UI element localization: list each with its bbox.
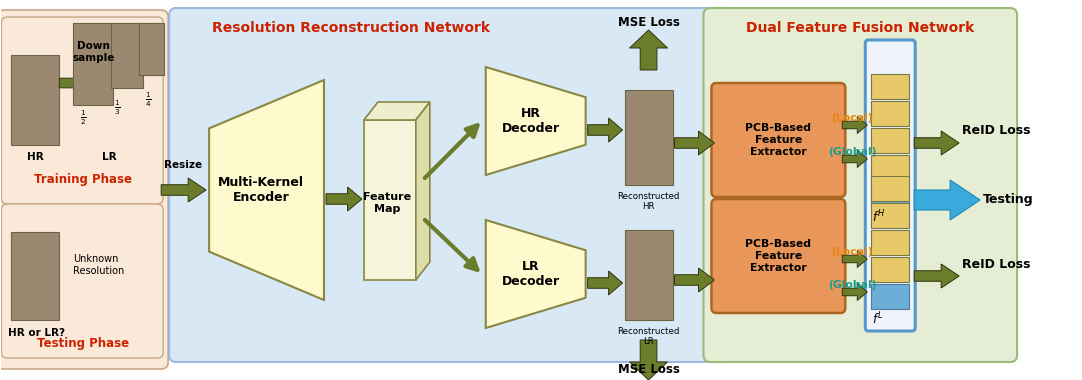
Text: ReID Loss: ReID Loss (962, 258, 1031, 271)
FancyBboxPatch shape (169, 8, 738, 362)
Text: $\mathregular{\frac{1}{4}}$: $\mathregular{\frac{1}{4}}$ (145, 91, 151, 109)
Polygon shape (914, 131, 959, 155)
FancyBboxPatch shape (871, 230, 909, 255)
Polygon shape (630, 30, 668, 70)
Text: Down
sample: Down sample (72, 41, 115, 63)
FancyBboxPatch shape (12, 232, 60, 320)
Text: (Global): (Global) (828, 280, 876, 290)
Text: Reconstructed
HR: Reconstructed HR (618, 192, 679, 211)
Text: MSE Loss: MSE Loss (618, 363, 679, 376)
FancyBboxPatch shape (712, 83, 845, 197)
Text: Resize: Resize (164, 160, 202, 170)
Text: $\mathregular{\frac{1}{2}}$: $\mathregular{\frac{1}{2}}$ (80, 109, 87, 127)
Text: Multi-Kernel
Encoder: Multi-Kernel Encoder (217, 176, 304, 204)
Text: Unknown
Resolution: Unknown Resolution (74, 254, 124, 276)
Polygon shape (630, 340, 668, 380)
Polygon shape (914, 180, 980, 220)
FancyBboxPatch shape (871, 203, 909, 228)
Text: Reconstructed
LR: Reconstructed LR (618, 327, 679, 347)
Polygon shape (588, 118, 622, 142)
FancyBboxPatch shape (74, 23, 114, 105)
FancyBboxPatch shape (111, 23, 143, 88)
Polygon shape (674, 131, 714, 155)
Text: Testing Phase: Testing Phase (37, 337, 130, 350)
FancyBboxPatch shape (871, 101, 909, 126)
FancyBboxPatch shape (624, 90, 673, 185)
FancyBboxPatch shape (0, 10, 168, 369)
FancyBboxPatch shape (140, 23, 164, 75)
Text: (Global): (Global) (828, 147, 876, 157)
Text: MSE Loss: MSE Loss (618, 16, 679, 28)
Text: Training Phase: Training Phase (35, 174, 132, 187)
Text: Resolution Reconstruction Network: Resolution Reconstruction Network (212, 21, 490, 35)
Text: Feature
Map: Feature Map (364, 192, 411, 214)
Text: PCB-Based
Feature
Extractor: PCB-Based Feature Extractor (745, 124, 812, 157)
FancyBboxPatch shape (364, 120, 415, 280)
Polygon shape (674, 268, 714, 292)
Text: $\mathregular{\frac{1}{3}}$: $\mathregular{\frac{1}{3}}$ (114, 99, 120, 117)
FancyBboxPatch shape (703, 8, 1017, 362)
Text: LR: LR (102, 152, 117, 162)
FancyBboxPatch shape (866, 40, 915, 331)
Text: HR
Decoder: HR Decoder (502, 107, 559, 135)
Polygon shape (914, 264, 959, 288)
Text: Testing: Testing (984, 193, 1033, 206)
FancyBboxPatch shape (871, 182, 909, 207)
FancyBboxPatch shape (871, 284, 909, 309)
Polygon shape (161, 178, 206, 202)
Polygon shape (842, 283, 868, 301)
FancyBboxPatch shape (12, 55, 60, 145)
Polygon shape (842, 150, 868, 168)
Polygon shape (415, 102, 430, 280)
FancyBboxPatch shape (871, 155, 909, 180)
Text: LR
Decoder: LR Decoder (502, 260, 559, 288)
Text: PCB-Based
Feature
Extractor: PCB-Based Feature Extractor (745, 239, 812, 272)
Text: (Local): (Local) (831, 113, 873, 123)
FancyBboxPatch shape (624, 230, 673, 320)
FancyBboxPatch shape (1, 17, 163, 204)
FancyBboxPatch shape (1, 204, 163, 358)
Polygon shape (209, 80, 324, 300)
FancyBboxPatch shape (712, 199, 845, 313)
FancyBboxPatch shape (871, 128, 909, 153)
Polygon shape (486, 67, 585, 175)
Text: (Local): (Local) (831, 247, 873, 257)
FancyBboxPatch shape (871, 257, 909, 282)
Polygon shape (364, 102, 430, 120)
Text: $f^{L}$: $f^{L}$ (872, 311, 884, 328)
Polygon shape (842, 117, 868, 133)
Polygon shape (842, 250, 868, 268)
FancyBboxPatch shape (871, 74, 909, 99)
Text: Dual Feature Fusion Network: Dual Feature Fusion Network (747, 21, 975, 35)
Polygon shape (326, 187, 361, 211)
Polygon shape (60, 72, 107, 94)
Text: HR: HR (27, 152, 43, 162)
Polygon shape (486, 220, 585, 328)
Text: $f^{H}$: $f^{H}$ (872, 209, 885, 226)
Text: ReID Loss: ReID Loss (962, 125, 1031, 138)
Text: HR or LR?: HR or LR? (8, 328, 65, 338)
Polygon shape (588, 271, 622, 295)
FancyBboxPatch shape (871, 176, 909, 201)
